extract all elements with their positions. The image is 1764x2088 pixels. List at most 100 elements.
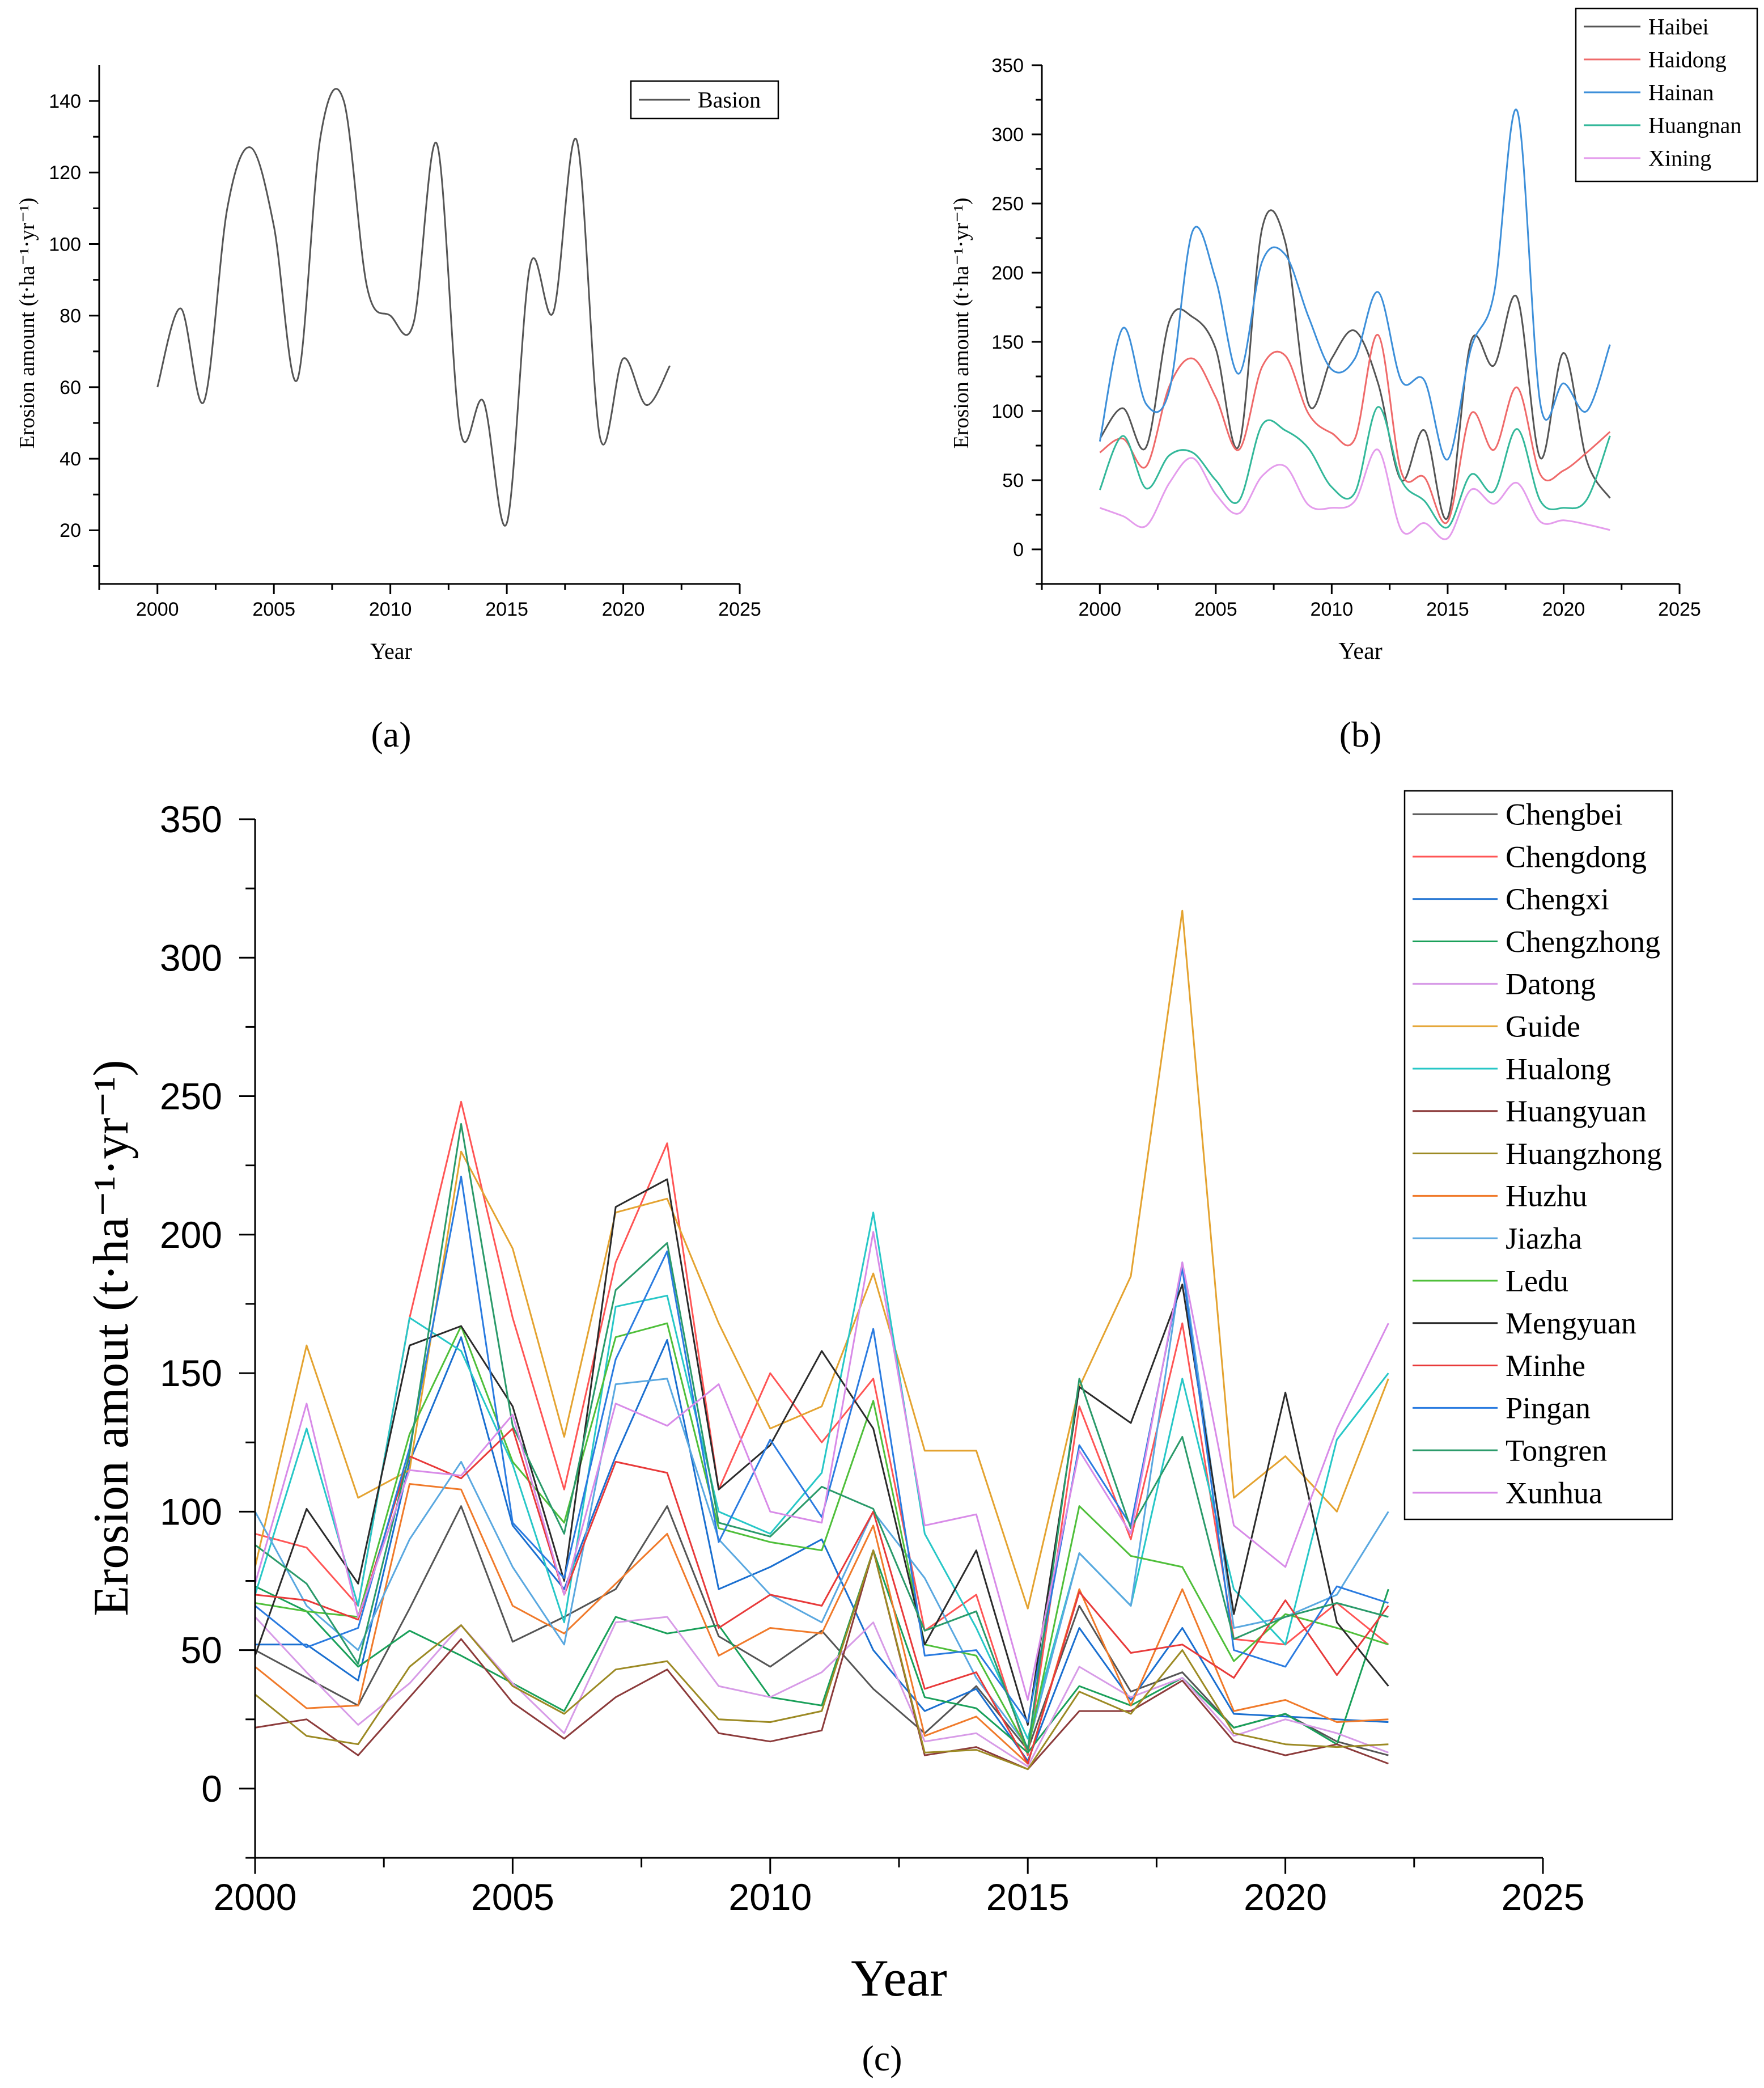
x-tick-label: 2020	[602, 599, 645, 620]
legend-label: Ledu	[1506, 1264, 1568, 1298]
legend-label: Chengzhong	[1506, 925, 1660, 959]
series-line-tongren	[255, 1123, 1389, 1751]
y-tick-label: 60	[60, 377, 81, 399]
series-line-haibei	[1099, 209, 1611, 520]
series-line-huangnan	[1099, 406, 1611, 529]
y-tick-label: 50	[1002, 470, 1024, 492]
y-tick-label: 80	[60, 306, 81, 327]
series-line-ledu	[255, 1322, 1389, 1751]
y-tick-label: 250	[160, 1075, 222, 1117]
x-tick-label: 2005	[1194, 599, 1237, 620]
y-tick-label: 140	[49, 91, 81, 112]
legend-label: Huzhu	[1506, 1179, 1587, 1213]
x-tick-label: 2020	[1542, 599, 1585, 620]
legend-label: Guide	[1506, 1010, 1580, 1044]
legend: Chengbei Chengdong Chengxi Chengzhong Datong…	[1403, 790, 1673, 1521]
legend-label: Hualong	[1506, 1052, 1611, 1086]
legend-label: Haibei	[1648, 14, 1709, 40]
series-line-haidong	[1099, 334, 1611, 524]
series-line-chengzhong	[255, 1549, 1389, 1754]
x-tick-label: 2000	[136, 599, 179, 620]
x-tick-label: 2025	[718, 599, 761, 620]
y-tick-label: 100	[160, 1490, 222, 1532]
legend-label: Pingan	[1506, 1391, 1591, 1425]
chart-panel-c: 2000 2005 2010 2015 2020 2025 0 50 100 150 200 250 3…	[84, 790, 1673, 2078]
y-tick-label: 20	[60, 520, 81, 541]
series-line-basion	[156, 88, 671, 527]
y-tick-label: 350	[160, 798, 222, 840]
legend-label: Chengdong	[1506, 840, 1647, 874]
y-tick-label: 300	[991, 124, 1024, 146]
legend-label: Datong	[1506, 967, 1596, 1001]
series-line-xining	[1099, 448, 1610, 540]
chart-panel-a: 2000 2005 2010 2015 2020 2025 20 40 60 80 100 120 14…	[15, 65, 779, 755]
x-tick-label: 2020	[1244, 1876, 1327, 1918]
y-tick-label: 0	[201, 1768, 222, 1810]
panel-label-a: (a)	[371, 714, 411, 755]
y-tick-label: 250	[991, 193, 1024, 215]
series-line-hainan	[1099, 108, 1611, 460]
series-line-minhe	[255, 1428, 1389, 1765]
y-tick-label: 150	[160, 1352, 222, 1394]
legend: Haibei Haidong Hainan Huangnan Xining	[1575, 7, 1758, 183]
legend-label: Huangyuan	[1506, 1094, 1647, 1128]
legend-box	[1575, 7, 1758, 183]
legend-label: Basion	[698, 87, 761, 113]
chart-axes: 2000 2005 2010 2015 2020 2025 0 50 100 150 200 250 3…	[991, 55, 1701, 620]
x-tick-label: 2000	[1078, 599, 1121, 620]
x-axis-label: Year	[370, 638, 412, 664]
y-tick-label: 150	[991, 332, 1024, 353]
legend-label: Xunhua	[1506, 1476, 1602, 1510]
series-line-jiazha	[254, 1261, 1389, 1748]
y-tick-label: 40	[60, 448, 81, 470]
series-line-chengdong	[255, 1100, 1389, 1756]
y-tick-label: 100	[991, 401, 1024, 422]
series-line-huangzhong	[255, 1549, 1389, 1771]
x-tick-label: 2010	[1311, 599, 1354, 620]
series-line-guide	[254, 909, 1389, 1610]
panel-label-b: (b)	[1339, 714, 1382, 755]
x-tick-label: 2015	[986, 1876, 1070, 1918]
series-line-huangyuan	[255, 1549, 1389, 1771]
y-tick-label: 350	[991, 55, 1024, 77]
y-tick-label: 0	[1013, 539, 1024, 561]
chart-panel-b: 2000 2005 2010 2015 2020 2025 0 50 100 150 200 250 3…	[949, 7, 1758, 755]
series-line-xunhua	[254, 1231, 1389, 1701]
legend-box	[1403, 790, 1673, 1521]
chart-axes: 2000 2005 2010 2015 2020 2025 0 50 100 150 200 250 3…	[160, 798, 1585, 1918]
y-tick-label: 120	[49, 162, 81, 184]
x-tick-label: 2010	[369, 599, 412, 620]
y-tick-label: 50	[181, 1629, 222, 1671]
plot-lines	[254, 909, 1389, 1771]
legend-label: Huangnan	[1648, 113, 1741, 138]
series-line-pingan	[255, 1175, 1389, 1723]
panel-label-c: (c)	[862, 2038, 902, 2078]
plot-lines	[1099, 108, 1611, 540]
legend-label: Chengxi	[1506, 882, 1609, 916]
y-tick-label: 300	[160, 937, 222, 979]
x-tick-label: 2015	[485, 599, 528, 620]
x-tick-label: 2000	[214, 1876, 297, 1918]
legend-label: Haidong	[1648, 47, 1727, 73]
x-tick-label: 2015	[1426, 599, 1469, 620]
x-tick-label: 2010	[728, 1876, 812, 1918]
legend-label: Tongren	[1506, 1434, 1607, 1468]
y-axis-label: Erosion amount (t·ha⁻¹·yr⁻¹)	[15, 198, 39, 449]
series-line-chengbei	[255, 1505, 1389, 1756]
y-tick-label: 200	[991, 262, 1024, 284]
legend-label: Mengyuan	[1506, 1306, 1636, 1340]
legend-label: Xining	[1648, 146, 1711, 171]
y-tick-label: 200	[160, 1214, 222, 1256]
x-tick-label: 2005	[471, 1876, 554, 1918]
x-tick-label: 2025	[1502, 1876, 1585, 1918]
legend-label: Chengbei	[1506, 798, 1623, 832]
y-axis-label: Erosion amout (t·ha⁻¹·yr⁻¹)	[84, 1060, 139, 1616]
x-tick-label: 2025	[1658, 599, 1701, 620]
x-axis-label: Year	[1338, 638, 1382, 664]
legend-label: Minhe	[1506, 1349, 1585, 1383]
chart-axes: 2000 2005 2010 2015 2020 2025 20 40 60 80 100 120 14…	[49, 65, 761, 620]
y-tick-label: 100	[49, 234, 81, 255]
legend: Basion	[630, 80, 779, 120]
x-tick-label: 2005	[252, 599, 295, 620]
